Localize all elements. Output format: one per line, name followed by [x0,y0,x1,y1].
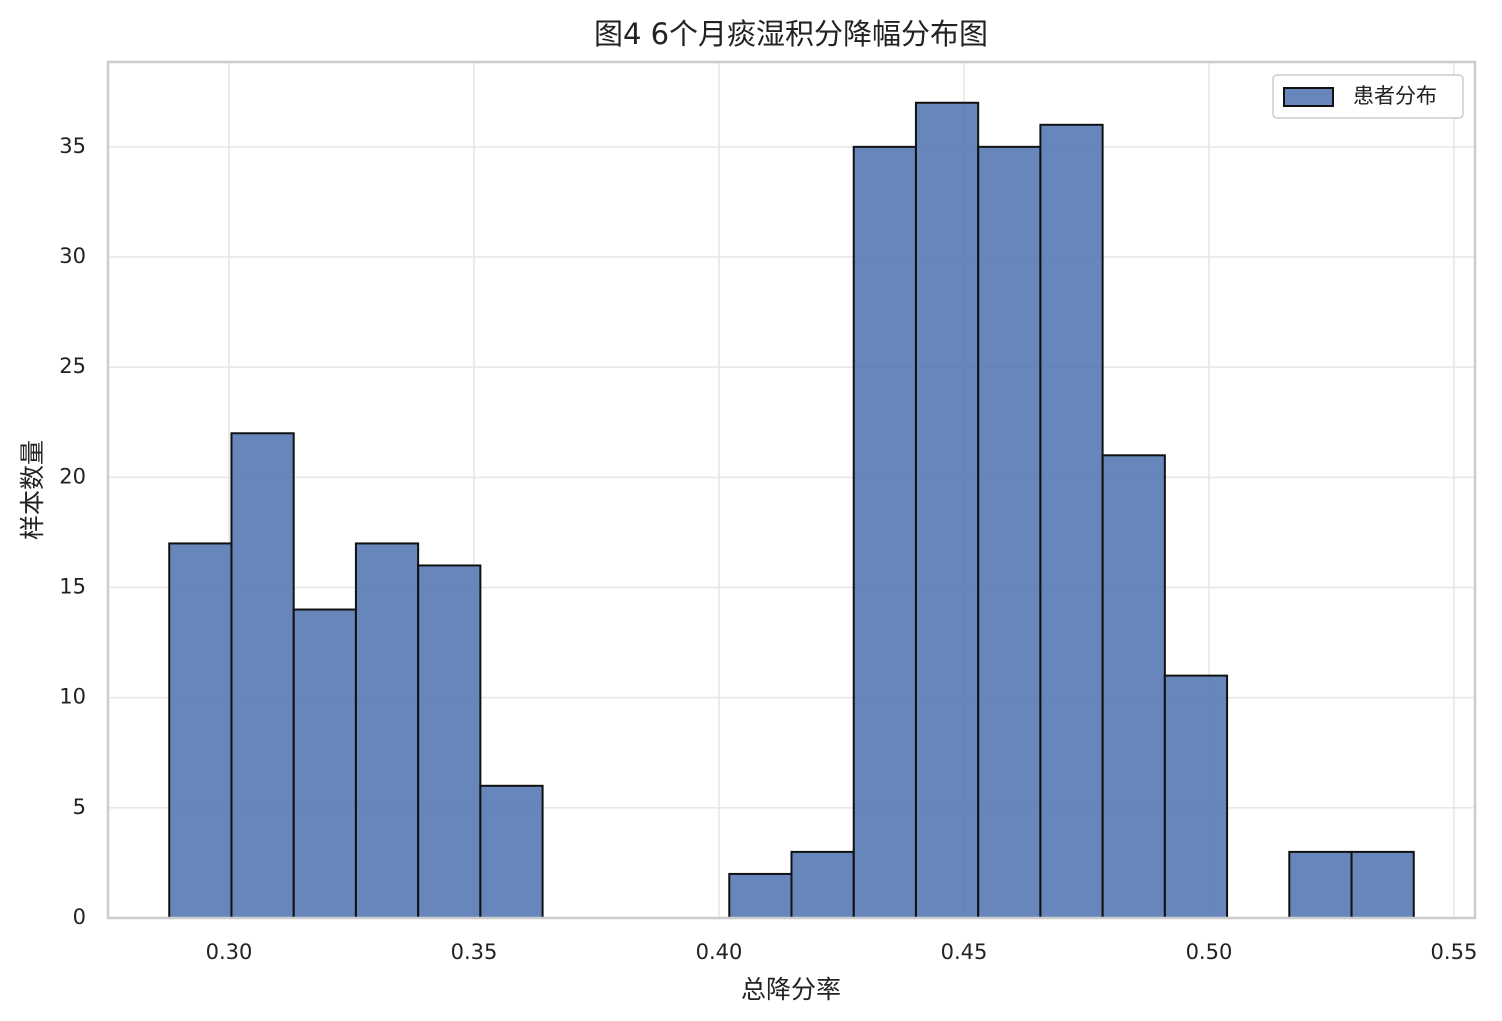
x-tick-label: 0.40 [696,940,743,964]
bar [914,101,980,919]
bar [1101,454,1166,919]
bar [790,850,855,919]
y-tick-label: 25 [59,354,86,378]
bar [417,564,482,919]
chart-title: 图4 6个月痰湿积分降幅分布图 [594,17,988,51]
y-tick-label: 5 [73,795,86,819]
x-tick-label: 0.35 [451,940,498,964]
bar [168,542,233,919]
plot-frame [106,60,1477,920]
bar [852,145,917,919]
bar [728,872,793,920]
x-tick-label: 0.55 [1431,940,1478,964]
bar [292,608,357,920]
y-tick-label: 10 [59,685,86,709]
x-tick-label: 0.30 [206,940,253,964]
bar [1039,123,1104,920]
legend-label: 患者分布 [1353,84,1437,108]
y-tick-label: 20 [59,464,86,488]
bar [1163,674,1229,919]
bar [977,145,1042,919]
y-tick-label: 0 [73,905,86,929]
y-axis-label: 样本数量 [18,440,47,540]
bar [354,542,420,919]
bar [1350,850,1415,919]
y-tick-label: 15 [59,574,86,598]
bar [479,784,544,920]
legend-box [1272,74,1464,119]
bar [1288,850,1353,919]
legend: 患者分布 [1272,74,1464,119]
x-tick-label: 0.45 [941,940,988,964]
legend-swatch [1283,87,1334,107]
y-tick-label: 30 [59,244,86,268]
x-axis-label: 总降分率 [741,975,841,1004]
y-tick-label: 35 [59,134,86,158]
x-tick-label: 0.50 [1186,940,1233,964]
bar [230,432,295,919]
